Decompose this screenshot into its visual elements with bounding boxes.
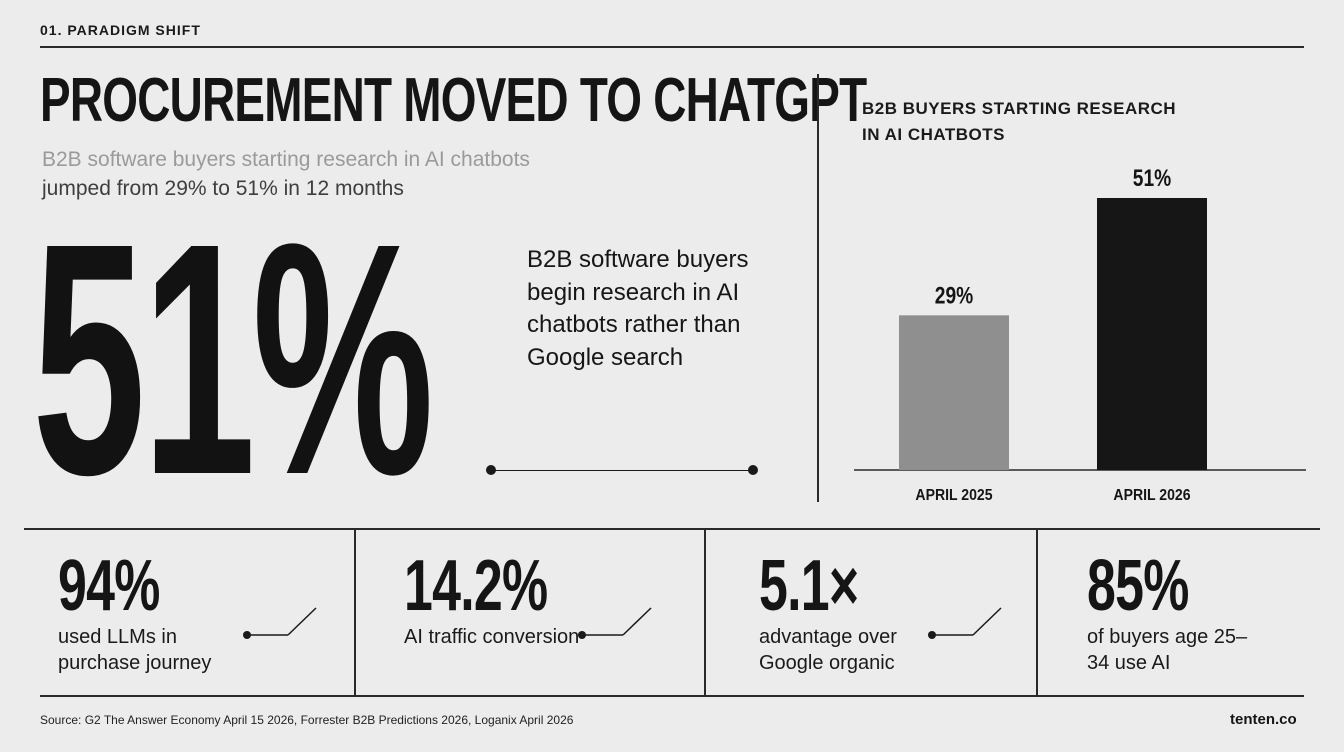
bar-chart: 29% APRIL 2025 51% APRIL 2026 — [854, 164, 1306, 504]
stat-connector-icon — [243, 607, 317, 639]
hero-connector-line — [491, 469, 753, 471]
top-divider — [40, 46, 1304, 48]
bar-april-2026 — [1097, 198, 1207, 470]
subtitle-line-1: B2B software buyers starting research in… — [42, 148, 530, 171]
stat-divider — [704, 529, 706, 696]
section-label: 01. PARADIGM SHIFT — [40, 22, 201, 38]
stat-value: 5.1× — [759, 546, 859, 626]
bar-value-label: 29% — [935, 281, 973, 309]
page-title: PROCUREMENT MOVED TO CHATGPT — [40, 66, 867, 135]
vertical-divider — [817, 74, 819, 502]
bar-value-label: 51% — [1133, 164, 1171, 192]
stat-card-llm-usage: 94% used LLMs in purchase journey — [58, 550, 258, 676]
stat-value: 14.2% — [404, 546, 548, 626]
stat-label: advantage over Google organic — [759, 626, 897, 674]
stat-divider — [1036, 529, 1038, 696]
stat-card-young-buyers: 85% of buyers age 25–34 use AI — [1087, 550, 1267, 676]
stat-divider — [354, 529, 356, 696]
stat-value: 94% — [58, 546, 160, 626]
source-citation: Source: G2 The Answer Economy April 15 2… — [40, 713, 574, 727]
hero-value: 51% — [32, 174, 434, 543]
stat-connector-icon — [928, 607, 1002, 639]
connector-dot-right — [748, 465, 758, 475]
hero-description: B2B software buyers begin research in AI… — [527, 246, 749, 371]
stat-card-google-advantage: 5.1× advantage over Google organic — [759, 550, 959, 676]
stat-card-ai-conversion: 14.2% AI traffic conversion — [404, 550, 604, 650]
stat-connector-icon — [578, 607, 652, 639]
chart-title: B2B BUYERS STARTING RESEARCH IN AI CHATB… — [862, 99, 1177, 144]
footer-divider — [40, 695, 1304, 697]
stat-label: used LLMs in purchase journey — [58, 626, 212, 674]
stat-label: AI traffic conversion — [404, 626, 580, 648]
connector-dot-left — [486, 465, 496, 475]
stat-value: 85% — [1087, 546, 1189, 626]
stats-top-divider — [24, 528, 1320, 530]
bar-april-2025 — [899, 315, 1009, 470]
subtitle-line-2: jumped from 29% to 51% in 12 months — [42, 177, 404, 200]
brand-logo-text: tenten.co — [1230, 711, 1297, 728]
x-tick-label: APRIL 2025 — [915, 486, 992, 504]
stat-label: of buyers age 25–34 use AI — [1087, 626, 1248, 674]
x-tick-label: APRIL 2026 — [1113, 486, 1190, 504]
